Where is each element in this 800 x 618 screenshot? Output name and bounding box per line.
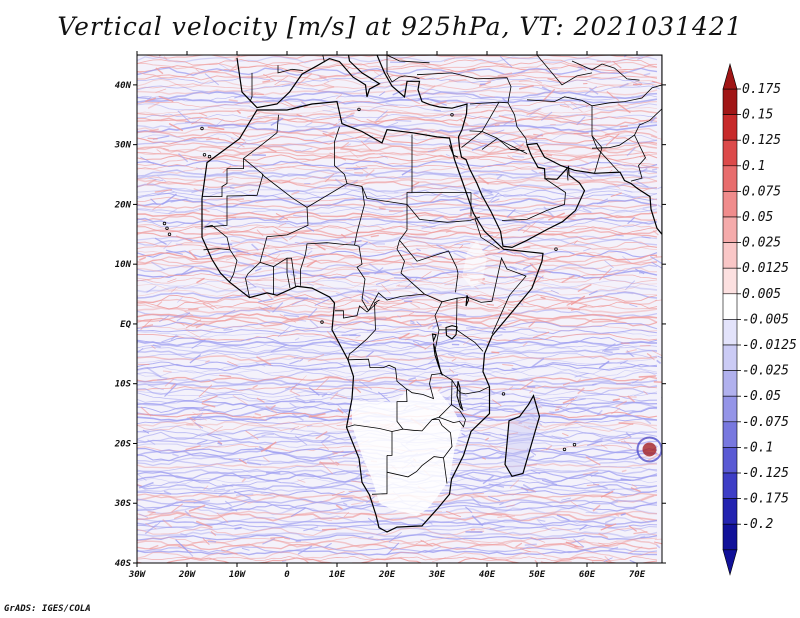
colorbar-max-arrow [722,62,738,90]
colorbar-label: -0.075 [742,415,789,430]
colorbar-swatch [722,114,738,141]
colorbar-swatch [722,165,738,192]
colorbar-label: -0.0125 [742,338,797,353]
lon-tick-label: 30E [428,570,446,580]
colorbar-label: 0.15 [742,108,773,123]
lat-tick-label: 20S [114,439,132,449]
lon-tick-label: 40E [479,570,496,580]
colorbar-label: 0.175 [742,82,781,97]
colorbar-label: 0.025 [742,236,781,251]
lon-tick-label: 20W [178,570,197,580]
colorbar-label: -0.1 [742,440,773,455]
colorbar-swatch [722,395,738,423]
lat-tick-label: EQ [120,320,131,330]
colorbar-label: 0.005 [742,287,781,302]
colorbar-legend: 0.175 0.15 0.125 0.1 0.075 0.05 0.025 0.0125 0.0… [722,62,797,576]
colorbar-swatch [722,88,738,115]
colorbar-swatch [722,370,738,397]
colorbar-label: -0.175 [742,492,789,507]
lon-tick-label: 20E [378,570,396,580]
lon-tick-label: 10W [229,570,247,580]
lon-tick-label: 30W [128,570,147,580]
colorbar-min-arrow [722,549,738,576]
colorbar-swatch [722,447,738,474]
colorbar-swatch [722,421,738,448]
colorbar-label: 0.0125 [742,261,789,276]
velocity-field [137,55,662,563]
map-plot-area [136,54,663,564]
colorbar-label: -0.125 [742,466,789,481]
colorbar-swatch [722,293,738,320]
lat-tick-label: 30N [114,141,132,151]
colorbar-label: 0.075 [742,184,781,199]
lat-tick-label: 30S [114,499,132,509]
colorbar-swatch [722,139,738,167]
lon-tick-label: 50E [529,570,546,580]
colorbar-swatch [722,267,738,295]
colorbar-label: 0.1 [742,159,765,174]
lon-tick-label: 70E [629,570,646,580]
colorbar-label: -0.05 [742,389,781,404]
colorbar-label: -0.2 [742,517,773,532]
lat-tick-label: 40S [115,559,132,569]
lat-tick-label: 10S [115,380,132,390]
colorbar-swatch [722,498,738,525]
colorbar-swatch [722,344,738,371]
lon-tick-label: 10E [329,570,346,580]
coastlines [162,55,662,533]
lon-tick-label: 60E [579,570,596,580]
lat-tick-label: 40N [115,81,132,91]
lat-tick-label: 10N [115,260,132,270]
map-title: Vertical velocity [m/s] at 925hPa, VT: 2… [57,12,743,41]
lon-tick-label: 0 [284,570,290,580]
colorbar-swatch [722,216,738,243]
colorbar-swatch [722,191,738,218]
colorbar-label: 0.125 [742,133,781,148]
grads-credit: GrADS: IGES/COLA [4,604,91,614]
colorbar-label: -0.005 [742,312,789,327]
colorbar-label: -0.025 [742,364,789,379]
colorbar-swatch [722,319,738,346]
colorbar-swatch [722,523,738,551]
colorbar-label: 0.05 [742,210,773,225]
colorbar-swatch [722,472,738,499]
lat-tick-label: 20N [114,200,132,210]
plot-frame [136,54,663,564]
colorbar-swatch [722,242,738,269]
